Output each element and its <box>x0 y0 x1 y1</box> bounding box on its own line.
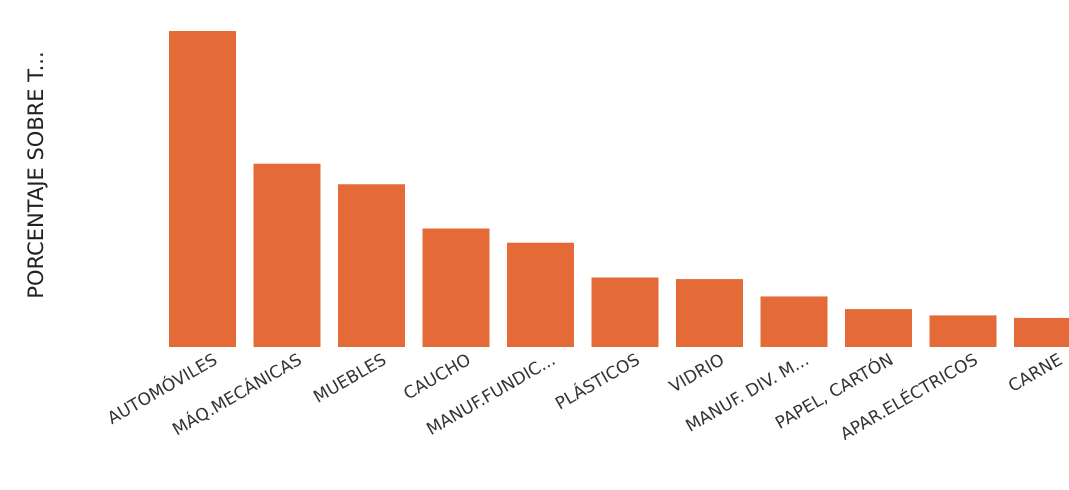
bar-10 <box>1014 317 1069 347</box>
x-tick-label-3: CAUCHO <box>400 350 474 404</box>
bar-6 <box>676 279 743 347</box>
bar-4 <box>507 242 574 347</box>
x-tick-label-5: PLÁSTICOS <box>551 348 643 414</box>
bar-3 <box>422 228 490 347</box>
x-tick-label-2: MUEBLES <box>310 350 390 408</box>
x-tick-label-10: CARNE <box>1005 350 1066 397</box>
bar-0 <box>169 31 236 347</box>
x-tick-label-9: APAR.ELÉCTRICOS <box>836 348 981 445</box>
bar-2 <box>338 184 405 347</box>
bar-7 <box>760 296 828 347</box>
bar-5 <box>591 277 659 347</box>
bars-group <box>169 31 1069 347</box>
y-axis-label: PORCENTAJE SOBRE T... <box>24 51 48 298</box>
bar-9 <box>929 315 997 347</box>
bar-1 <box>253 163 321 347</box>
bar-8 <box>845 309 912 347</box>
x-tick-label-6: VIDRIO <box>666 350 728 397</box>
